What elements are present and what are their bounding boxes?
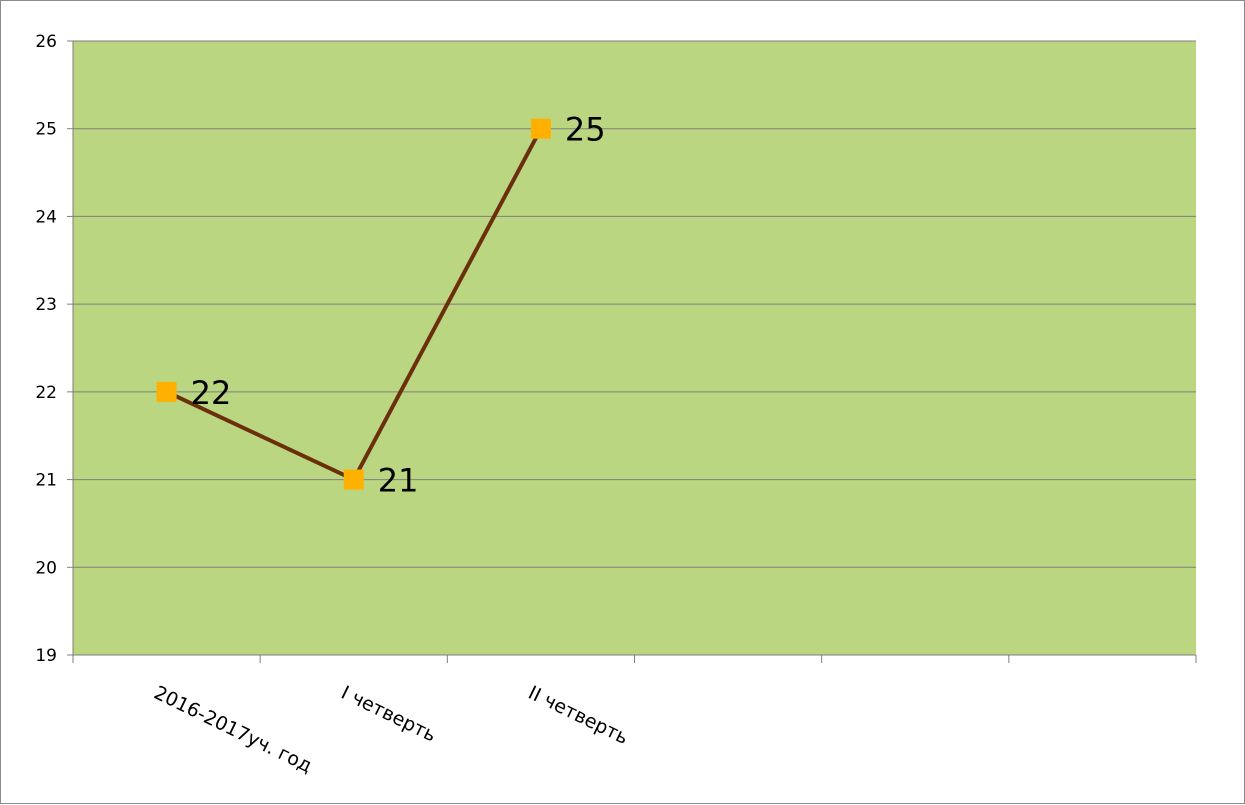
y-tick-label: 23 (35, 295, 57, 315)
y-tick-label: 22 (35, 383, 57, 403)
y-tick-label: 21 (35, 471, 57, 491)
y-tick-label: 25 (35, 120, 57, 140)
data-point-label: 21 (378, 462, 419, 500)
data-point-label: 22 (191, 374, 232, 412)
data-point-marker (343, 469, 364, 490)
series-markers (156, 118, 551, 490)
gridlines (73, 40, 1196, 568)
axes (67, 40, 1197, 663)
plot-area (73, 41, 1196, 655)
data-point-label: 25 (565, 111, 606, 149)
x-tick-label: I четверть (338, 682, 440, 747)
y-tick-label: 19 (35, 646, 57, 666)
data-point-marker (530, 118, 551, 139)
data-point-marker (156, 381, 177, 402)
y-tick-label: 26 (35, 32, 57, 52)
x-tick-label: 2016-2017уч. год (150, 682, 315, 778)
y-tick-labels: 19 20 21 22 23 24 25 26 (35, 32, 57, 666)
y-tick-label: 20 (35, 558, 57, 578)
x-tick-label: II четверть (525, 682, 632, 749)
x-tick-labels: 2016-2017уч. год I четверть II четверть (150, 682, 631, 778)
data-labels: 22 21 25 (191, 111, 606, 500)
y-tick-label: 24 (35, 207, 57, 227)
